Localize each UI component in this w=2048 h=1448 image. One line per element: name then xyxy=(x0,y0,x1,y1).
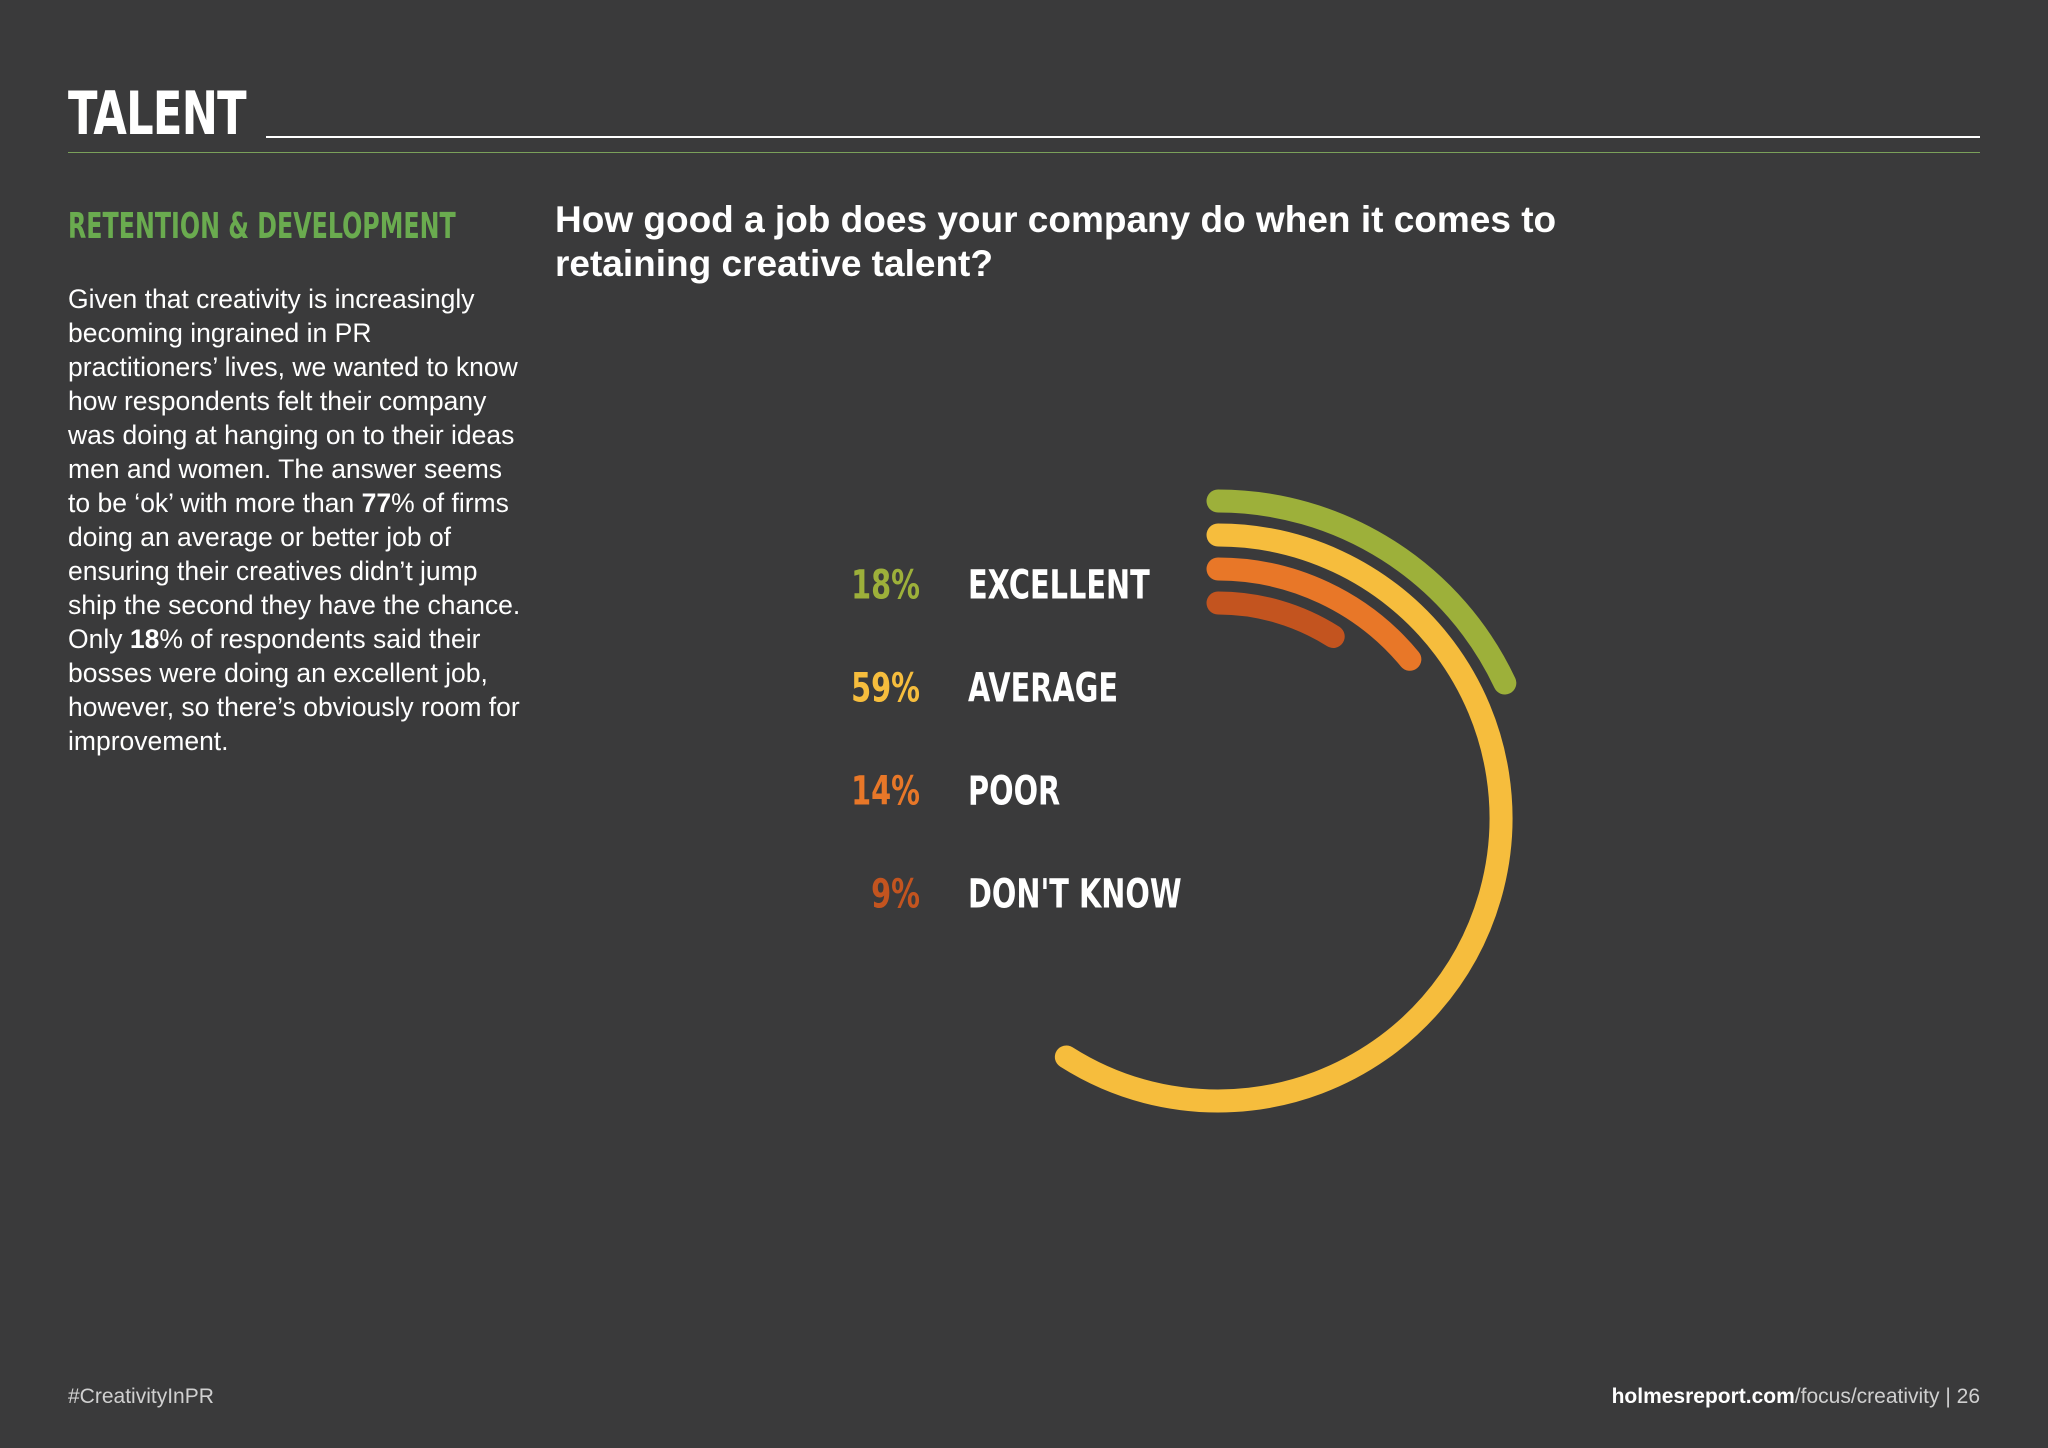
body-text-part3: % of respondents said their bosses were … xyxy=(68,624,520,756)
legend-label-excellent: EXCELLENT xyxy=(968,563,1150,609)
arc-excellent xyxy=(1206,489,1517,695)
section-title: TALENT xyxy=(68,79,247,149)
arc-poor xyxy=(1206,557,1422,671)
footer-path[interactable]: /focus/creativity xyxy=(1794,1385,1940,1408)
page-number: 26 xyxy=(1956,1385,1980,1408)
body-text-bold-77: 77 xyxy=(361,488,392,518)
legend-label-don-t-know: DON'T KNOW xyxy=(968,872,1182,918)
body-text-bold-18: 18 xyxy=(129,624,160,654)
body-text-part1: Given that creativity is increasingly be… xyxy=(68,284,518,518)
value-label-don-t-know: 9% xyxy=(871,872,920,918)
legend-label-average: AVERAGE xyxy=(968,666,1118,712)
footer-separator: | xyxy=(1939,1385,1957,1408)
title-rule xyxy=(266,136,1980,138)
value-label-poor: 14% xyxy=(851,769,920,815)
arc-don-t-know xyxy=(1206,591,1345,648)
value-label-excellent: 18% xyxy=(851,563,920,609)
footer-hashtag: #CreativityInPR xyxy=(68,1385,214,1408)
value-label-average: 59% xyxy=(851,666,920,712)
green-divider xyxy=(68,152,1980,153)
chart-title: How good a job does your company do when… xyxy=(555,199,1557,284)
footer-credit: holmesreport.com/focus/creativity | 26 xyxy=(1612,1384,1980,1410)
subhead: RETENTION & DEVELOPMENT xyxy=(68,206,456,247)
footer-domain[interactable]: holmesreport.com xyxy=(1611,1385,1795,1408)
body-paragraph: Given that creativity is increasingly be… xyxy=(68,282,528,758)
arc-average xyxy=(1054,523,1513,1113)
body-text-part2: % of firms doing an average or better jo… xyxy=(68,488,521,654)
legend-label-poor: POOR xyxy=(968,769,1060,815)
